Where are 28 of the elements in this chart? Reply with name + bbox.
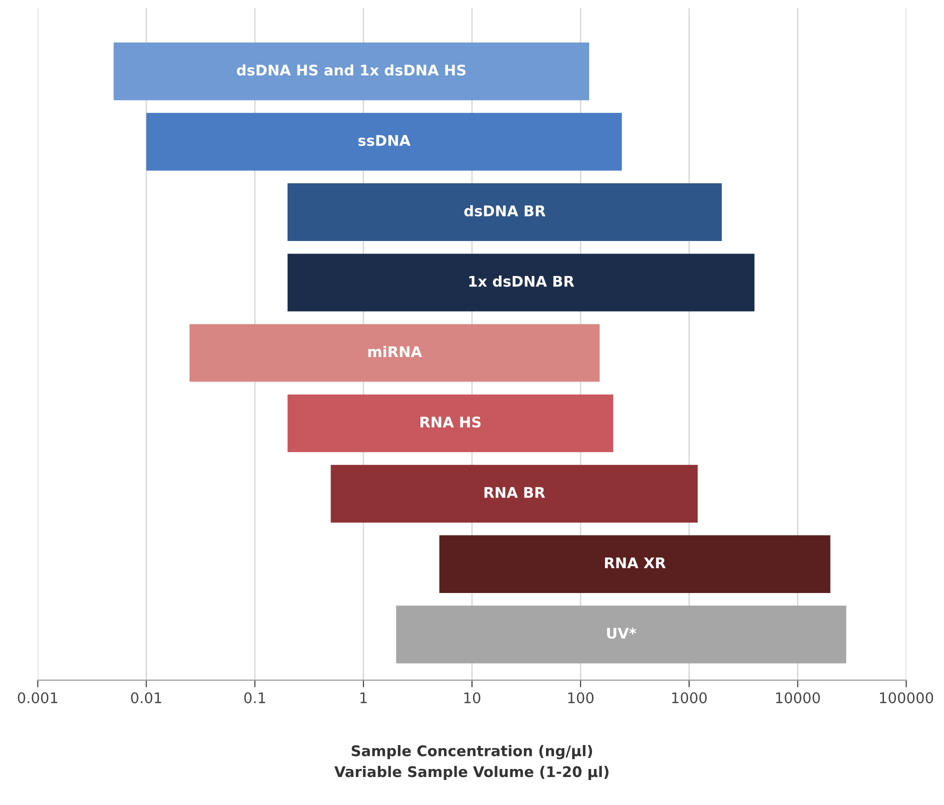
y-tick-label: dsDNA BR xyxy=(464,205,546,216)
x-tick-label: 0.01 xyxy=(131,692,162,704)
bar xyxy=(288,254,754,312)
y-tick-label: RNA HS xyxy=(420,416,481,428)
bar xyxy=(146,112,622,171)
x-axis-title: Sample Concentration (ng/µl) Variable Sample Volume (1-20 µl) xyxy=(334,745,608,780)
bar xyxy=(288,394,614,452)
x-tick-label: 0.1 xyxy=(244,692,266,704)
x-tick-label: 1000 xyxy=(672,692,707,704)
y-tick-label: UV* xyxy=(607,628,636,639)
bar xyxy=(396,606,846,664)
x-tick-label: 0.001 xyxy=(18,692,58,704)
y-tick-label: RNA XR xyxy=(605,557,666,568)
y-tick-label: dsDNA HS and 1x dsDNA HS xyxy=(236,64,466,76)
y-tick-label: ssDNA xyxy=(358,135,410,146)
x-tick-label: 10 xyxy=(464,692,480,704)
x-tick-label: 100000 xyxy=(880,692,934,704)
x-tick-label: 10000 xyxy=(776,692,820,704)
bar xyxy=(114,42,590,100)
bar xyxy=(190,324,600,382)
y-tick-label: RNA BR xyxy=(484,487,546,498)
bar xyxy=(288,183,722,242)
x-tick-label: 100 xyxy=(568,692,594,704)
bar xyxy=(330,464,698,523)
y-tick-label: 1x dsDNA BR xyxy=(469,275,574,287)
bar xyxy=(439,535,830,593)
y-tick-label: miRNA xyxy=(368,346,422,357)
x-tick-label: 1 xyxy=(360,692,367,704)
